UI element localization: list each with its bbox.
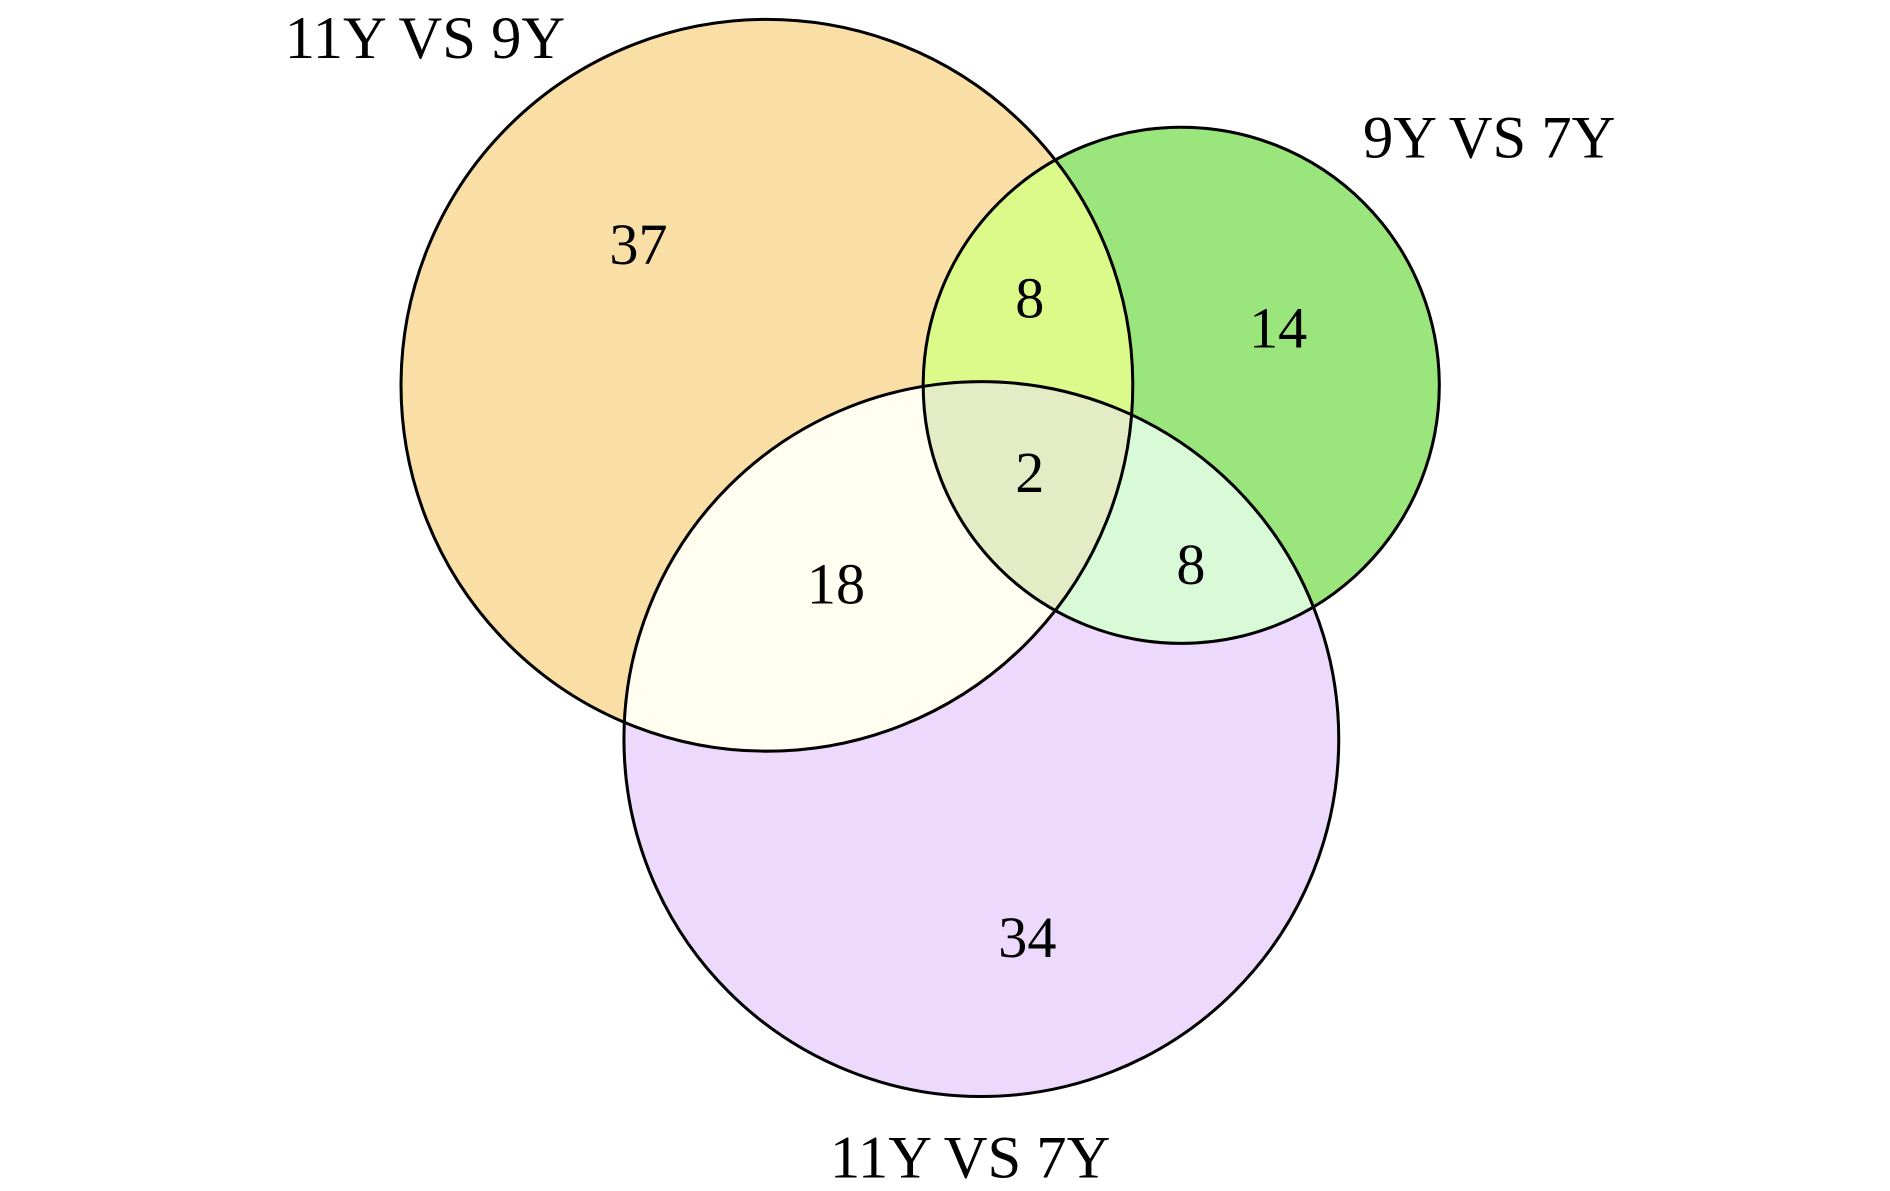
count-9v7-11v7: 8 xyxy=(1176,532,1205,597)
count-only-11v7: 34 xyxy=(998,905,1056,970)
count-11v9-9v7: 8 xyxy=(1015,265,1044,330)
set-label-11y-vs-7y: 11Y VS 7Y xyxy=(830,1125,1110,1191)
count-all-three: 2 xyxy=(1015,440,1044,505)
count-11v9-11v7: 18 xyxy=(807,551,865,616)
set-label-9y-vs-7y: 9Y VS 7Y xyxy=(1363,105,1615,172)
set-label-11y-vs-9y: 11Y VS 9Y xyxy=(285,5,565,72)
set-11y-vs-7y-outline xyxy=(622,380,1341,1099)
count-only-11v9: 37 xyxy=(609,212,667,277)
count-only-9v7: 14 xyxy=(1249,296,1307,361)
region-9v7-11v7 xyxy=(923,381,1339,644)
set-11y-vs-9y-outline xyxy=(399,17,1135,753)
